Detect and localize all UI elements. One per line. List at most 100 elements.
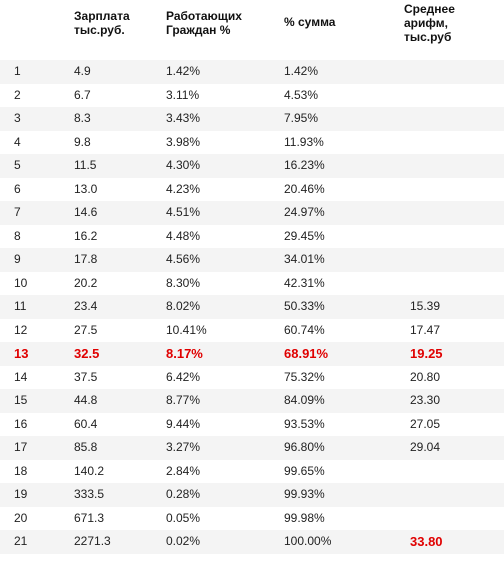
workers-percent-cell: 2.84% xyxy=(166,463,201,478)
table-row: 4 9.8 3.98% 11.93% xyxy=(0,130,504,154)
row-number-cell: 4 xyxy=(14,134,21,149)
table-row: 20 671.3 0.05% 99.98% xyxy=(0,506,504,530)
row-number-cell: 12 xyxy=(14,322,28,337)
arithmetic-mean-cell: 27.05 xyxy=(410,416,441,431)
row-number-cell: 1 xyxy=(14,64,21,78)
workers-percent-cell: 3.98% xyxy=(166,134,201,149)
salary-cell: 17.8 xyxy=(74,252,98,266)
cumulative-percent-cell: 16.23% xyxy=(284,158,325,172)
row-number-cell: 17 xyxy=(14,440,28,454)
table-row: 13 32.5 8.17% 68.91% 19.25 xyxy=(0,342,504,366)
row-number-cell: 8 xyxy=(14,228,21,243)
table-row: 3 8.3 3.43% 7.95% xyxy=(0,107,504,131)
row-number-cell: 19 xyxy=(14,487,28,501)
cumulative-percent-cell: 34.01% xyxy=(284,252,325,266)
salary-cell: 671.3 xyxy=(74,510,105,525)
salary-cell: 60.4 xyxy=(74,416,98,431)
salary-cell: 16.2 xyxy=(74,228,98,243)
row-number-cell: 5 xyxy=(14,158,21,172)
workers-percent-cell: 8.17% xyxy=(166,346,203,361)
table-row: 12 27.5 10.41% 60.74% 17.47 xyxy=(0,318,504,342)
salary-cell: 37.5 xyxy=(74,369,98,384)
salary-cell: 23.4 xyxy=(74,299,98,313)
salary-cell: 9.8 xyxy=(74,134,91,149)
table-row: 16 60.4 9.44% 93.53% 27.05 xyxy=(0,412,504,436)
cumulative-percent-cell: 93.53% xyxy=(284,416,325,431)
header-cumulative-percent: % сумма xyxy=(284,15,336,29)
row-number-cell: 21 xyxy=(14,534,28,548)
table-row: 1 4.9 1.42% 1.42% xyxy=(0,60,504,84)
salary-cell: 85.8 xyxy=(74,440,98,454)
workers-percent-cell: 4.23% xyxy=(166,181,201,196)
salary-cell: 11.5 xyxy=(74,158,97,172)
row-number-cell: 16 xyxy=(14,416,28,431)
table-row: 2 6.7 3.11% 4.53% xyxy=(0,83,504,107)
salary-cell: 2271.3 xyxy=(74,534,111,548)
table-row: 14 37.5 6.42% 75.32% 20.80 xyxy=(0,365,504,389)
workers-percent-cell: 4.48% xyxy=(166,228,201,243)
header-workers-percent: Работающих Граждан % xyxy=(166,9,242,37)
row-number-cell: 18 xyxy=(14,463,28,478)
workers-percent-cell: 0.05% xyxy=(166,510,201,525)
arithmetic-mean-cell: 20.80 xyxy=(410,369,441,384)
row-number-cell: 20 xyxy=(14,510,28,525)
cumulative-percent-cell: 100.00% xyxy=(284,534,332,548)
table-row: 18 140.2 2.84% 99.65% xyxy=(0,459,504,483)
row-number-cell: 13 xyxy=(14,346,29,361)
workers-percent-cell: 4.56% xyxy=(166,252,201,266)
salary-cell: 8.3 xyxy=(74,111,91,125)
table-header: Зарплата тыс.руб. Работающих Граждан % %… xyxy=(0,0,504,60)
cumulative-percent-cell: 96.80% xyxy=(284,440,325,454)
workers-percent-cell: 10.41% xyxy=(166,322,207,337)
cumulative-percent-cell: 68.91% xyxy=(284,346,329,361)
row-number-cell: 7 xyxy=(14,205,21,219)
salary-cell: 32.5 xyxy=(74,346,100,361)
salary-cell: 4.9 xyxy=(74,64,91,78)
workers-percent-cell: 1.42% xyxy=(166,64,201,78)
cumulative-percent-cell: 75.32% xyxy=(284,369,325,384)
salary-cell: 6.7 xyxy=(74,87,91,102)
cumulative-percent-cell: 1.42% xyxy=(284,64,319,78)
cumulative-percent-cell: 99.65% xyxy=(284,463,325,478)
table-row: 10 20.2 8.30% 42.31% xyxy=(0,271,504,295)
cumulative-percent-cell: 11.93% xyxy=(284,134,324,149)
row-number-cell: 9 xyxy=(14,252,21,266)
table-row: 5 11.5 4.30% 16.23% xyxy=(0,154,504,178)
workers-percent-cell: 6.42% xyxy=(166,369,201,384)
arithmetic-mean-cell: 15.39 xyxy=(410,299,441,313)
workers-percent-cell: 3.43% xyxy=(166,111,201,125)
arithmetic-mean-cell: 33.80 xyxy=(410,534,443,549)
workers-percent-cell: 8.02% xyxy=(166,299,201,313)
row-number-cell: 6 xyxy=(14,181,21,196)
salary-cell: 13.0 xyxy=(74,181,98,196)
cumulative-percent-cell: 7.95% xyxy=(284,111,319,125)
table-row: 17 85.8 3.27% 96.80% 29.04 xyxy=(0,436,504,460)
arithmetic-mean-cell: 19.25 xyxy=(410,346,443,361)
cumulative-percent-cell: 99.93% xyxy=(284,487,325,501)
salary-cell: 27.5 xyxy=(74,322,98,337)
row-number-cell: 3 xyxy=(14,111,21,125)
workers-percent-cell: 4.51% xyxy=(166,205,201,219)
cumulative-percent-cell: 99.98% xyxy=(284,510,325,525)
row-number-cell: 11 xyxy=(14,299,27,313)
workers-percent-cell: 4.30% xyxy=(166,158,201,172)
table-row: 19 333.5 0.28% 99.93% xyxy=(0,483,504,507)
arithmetic-mean-cell: 17.47 xyxy=(410,322,441,337)
row-number-cell: 15 xyxy=(14,393,28,407)
workers-percent-cell: 3.11% xyxy=(166,87,200,102)
salary-cell: 140.2 xyxy=(74,463,105,478)
arithmetic-mean-cell: 29.04 xyxy=(410,440,441,454)
workers-percent-cell: 8.30% xyxy=(166,275,201,290)
salary-cell: 44.8 xyxy=(74,393,98,407)
salary-cell: 14.6 xyxy=(74,205,98,219)
cumulative-percent-cell: 60.74% xyxy=(284,322,325,337)
table-row: 21 2271.3 0.02% 100.00% 33.80 xyxy=(0,530,504,554)
workers-percent-cell: 3.27% xyxy=(166,440,201,454)
table-row: 7 14.6 4.51% 24.97% xyxy=(0,201,504,225)
workers-percent-cell: 0.28% xyxy=(166,487,201,501)
table-row: 11 23.4 8.02% 50.33% 15.39 xyxy=(0,295,504,319)
cumulative-percent-cell: 29.45% xyxy=(284,228,325,243)
workers-percent-cell: 0.02% xyxy=(166,534,201,548)
workers-percent-cell: 8.77% xyxy=(166,393,201,407)
